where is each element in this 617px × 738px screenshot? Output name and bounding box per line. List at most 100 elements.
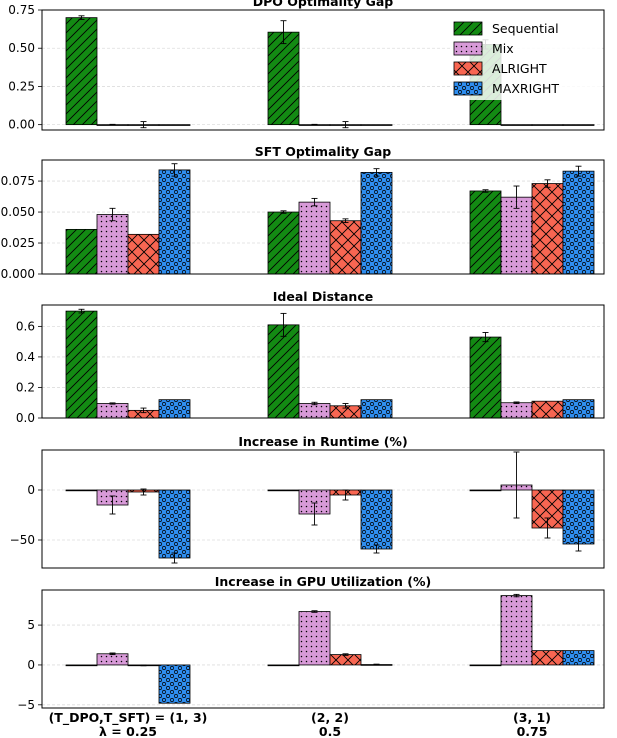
y-tick-label: 0.025 xyxy=(1,236,35,250)
error-bar xyxy=(373,544,380,554)
panel-title: Ideal Distance xyxy=(273,289,373,304)
error-bar xyxy=(109,402,116,405)
bar-maxright xyxy=(360,489,393,550)
y-tick-label: 0.50 xyxy=(8,41,35,55)
bar-sequential xyxy=(65,489,98,492)
bar-mix xyxy=(500,124,533,126)
bar-maxright xyxy=(562,650,595,666)
bar-sequential xyxy=(65,664,98,667)
y-tick-label: 0 xyxy=(27,658,35,672)
legend-label: Mix xyxy=(492,41,514,56)
bar-sequential xyxy=(65,228,98,275)
error-bar xyxy=(109,123,116,126)
panel-increase-in-gpu-utilization: −5 0 5 Increase in GPU Utilization (%) xyxy=(17,574,605,712)
x-group-label-line2: 0.75 xyxy=(517,724,548,738)
error-bar xyxy=(311,401,318,406)
error-bar xyxy=(342,218,349,224)
error-bar xyxy=(342,403,349,409)
bar-sequential xyxy=(267,211,300,275)
y-tick-label: −5 xyxy=(17,698,35,712)
legend-swatch xyxy=(453,81,483,96)
bar-sequential xyxy=(469,489,502,492)
error-bar xyxy=(342,121,349,129)
bar-maxright xyxy=(158,169,191,275)
x-group-label-line2: λ = 0.25 xyxy=(99,724,157,738)
error-bar xyxy=(109,652,116,656)
error-bar xyxy=(373,168,380,177)
error-bar xyxy=(140,488,147,496)
error-bar xyxy=(513,451,520,519)
error-bar xyxy=(78,15,85,20)
bar-maxright xyxy=(562,399,595,419)
y-tick-label: 0.000 xyxy=(1,267,35,281)
bar-mix xyxy=(96,403,129,419)
error-bar xyxy=(513,185,520,209)
bar-sequential xyxy=(469,336,502,419)
error-bar xyxy=(311,123,318,126)
panel-title: Increase in Runtime (%) xyxy=(238,434,407,449)
bar-mix xyxy=(500,402,533,419)
bar-alright xyxy=(531,124,564,126)
error-bar xyxy=(482,189,489,193)
bar-sequential xyxy=(267,489,300,492)
panel-title: SFT Optimality Gap xyxy=(255,144,391,159)
error-bar xyxy=(78,308,85,314)
legend-item-mix: Mix xyxy=(453,41,514,56)
axes-frame xyxy=(41,589,605,709)
bar-sequential xyxy=(469,190,502,275)
axes-frame xyxy=(41,449,605,569)
legend-item-maxright: MAXRIGHT xyxy=(453,81,559,96)
y-tick-label: 0.6 xyxy=(16,319,35,333)
bar-sequential xyxy=(267,31,300,126)
error-bar xyxy=(140,664,147,667)
y-tick-label: 5 xyxy=(27,618,35,632)
bar-maxright xyxy=(158,399,191,419)
bar-mix xyxy=(96,653,129,666)
y-tick-label: −50 xyxy=(10,533,35,547)
error-bar xyxy=(575,536,582,552)
x-group-label-line2: 0.5 xyxy=(319,724,341,738)
bar-alright xyxy=(329,654,362,666)
axes-frame xyxy=(41,304,605,419)
bar-maxright xyxy=(360,399,393,419)
y-tick-label: 0.25 xyxy=(8,79,35,93)
error-bar xyxy=(280,312,287,337)
panel-ideal-distance: 0.0 0.2 0.4 0.6 Ideal Distance xyxy=(16,289,605,425)
y-tick-label: 0.00 xyxy=(8,118,35,132)
bar-sequential xyxy=(65,310,98,419)
error-bar xyxy=(544,517,551,539)
x-group-label-line1: (3, 1) xyxy=(513,710,551,725)
error-bar xyxy=(482,332,489,343)
bar-sequential xyxy=(267,324,300,419)
legend-label: Sequential xyxy=(492,21,559,36)
bar-mix xyxy=(298,403,331,419)
y-tick-label: 0.75 xyxy=(8,3,35,17)
legend-item-sequential: Sequential xyxy=(453,21,559,36)
y-tick-label: 0.075 xyxy=(1,174,35,188)
bar-alright xyxy=(531,650,564,666)
bar-alright xyxy=(531,183,564,275)
bar-mix xyxy=(96,214,129,275)
panel-sft-optimality-gap: 0.000 0.025 0.050 0.075 SFT Optimality Gap xyxy=(1,144,605,281)
bar-maxright xyxy=(158,664,191,704)
error-bar xyxy=(311,502,318,526)
y-tick-label: 0.2 xyxy=(16,380,35,394)
x-group-label-line1: (2, 2) xyxy=(311,710,349,725)
error-bar xyxy=(513,401,520,404)
panel-increase-in-runtime: −50 0 Increase in Runtime (%) xyxy=(10,434,605,569)
error-bar xyxy=(342,653,349,656)
axes-frame xyxy=(41,159,605,275)
bar-maxright xyxy=(360,124,393,126)
bar-alright xyxy=(329,220,362,275)
bar-mix xyxy=(500,595,533,666)
x-group-label-line1: (T_DPO,T_SFT) = (1, 3) xyxy=(49,710,208,726)
legend-item-alright: ALRIGHT xyxy=(453,61,547,76)
error-bar xyxy=(575,165,582,177)
legend-label: ALRIGHT xyxy=(492,61,547,76)
bar-sequential xyxy=(65,17,98,126)
error-bar xyxy=(140,121,147,129)
axes-frame xyxy=(41,9,605,131)
bar-maxright xyxy=(158,489,191,559)
